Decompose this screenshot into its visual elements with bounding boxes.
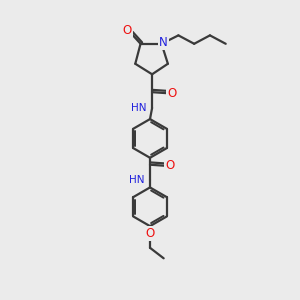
Text: O: O [165,159,174,172]
Text: O: O [167,87,176,100]
Text: O: O [123,24,132,37]
Text: HN: HN [131,103,146,113]
Text: HN: HN [129,176,144,185]
Text: O: O [146,226,154,240]
Text: N: N [159,36,168,49]
